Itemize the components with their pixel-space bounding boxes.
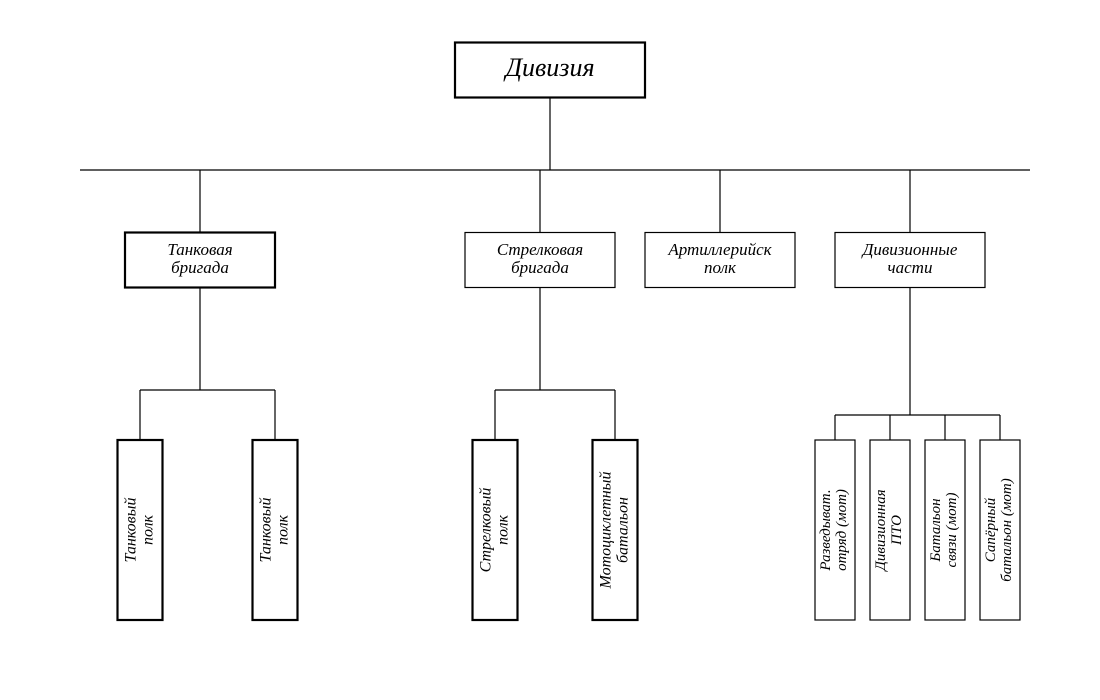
node-tank_br: Танковаябригада [125, 233, 275, 288]
node-label: Батальонсвязи (мот) [929, 493, 961, 568]
node-rifle_r: Стрелковыйполк [473, 440, 518, 620]
node-rifle_br: Стрелковаябригада [465, 233, 615, 288]
node-moto: Мотоциклетныйбатальон [593, 440, 638, 620]
org-chart: Дивизия Танковаябригада Стрелковаябригада А… [0, 0, 1100, 700]
node-root: Дивизия [455, 43, 645, 98]
node-pto: ДивизионнаяПТО [870, 440, 910, 620]
node-sap: Сапёрныйбатальон (мот) [980, 440, 1020, 620]
node-sig: Батальонсвязи (мот) [925, 440, 965, 620]
node-tnk1: Танковыйполк [118, 440, 163, 620]
node-tnk2: Танковыйполк [253, 440, 298, 620]
node-label: Разведыват.отряд (мот) [819, 489, 851, 572]
node-label: Дивизия [502, 53, 594, 82]
node-arty: Артиллерийскполк [645, 233, 795, 288]
node-recon: Разведыват.отряд (мот) [815, 440, 855, 620]
node-div_pts: Дивизионныечасти [835, 233, 985, 288]
node-label: Танковаябригада [167, 240, 232, 277]
